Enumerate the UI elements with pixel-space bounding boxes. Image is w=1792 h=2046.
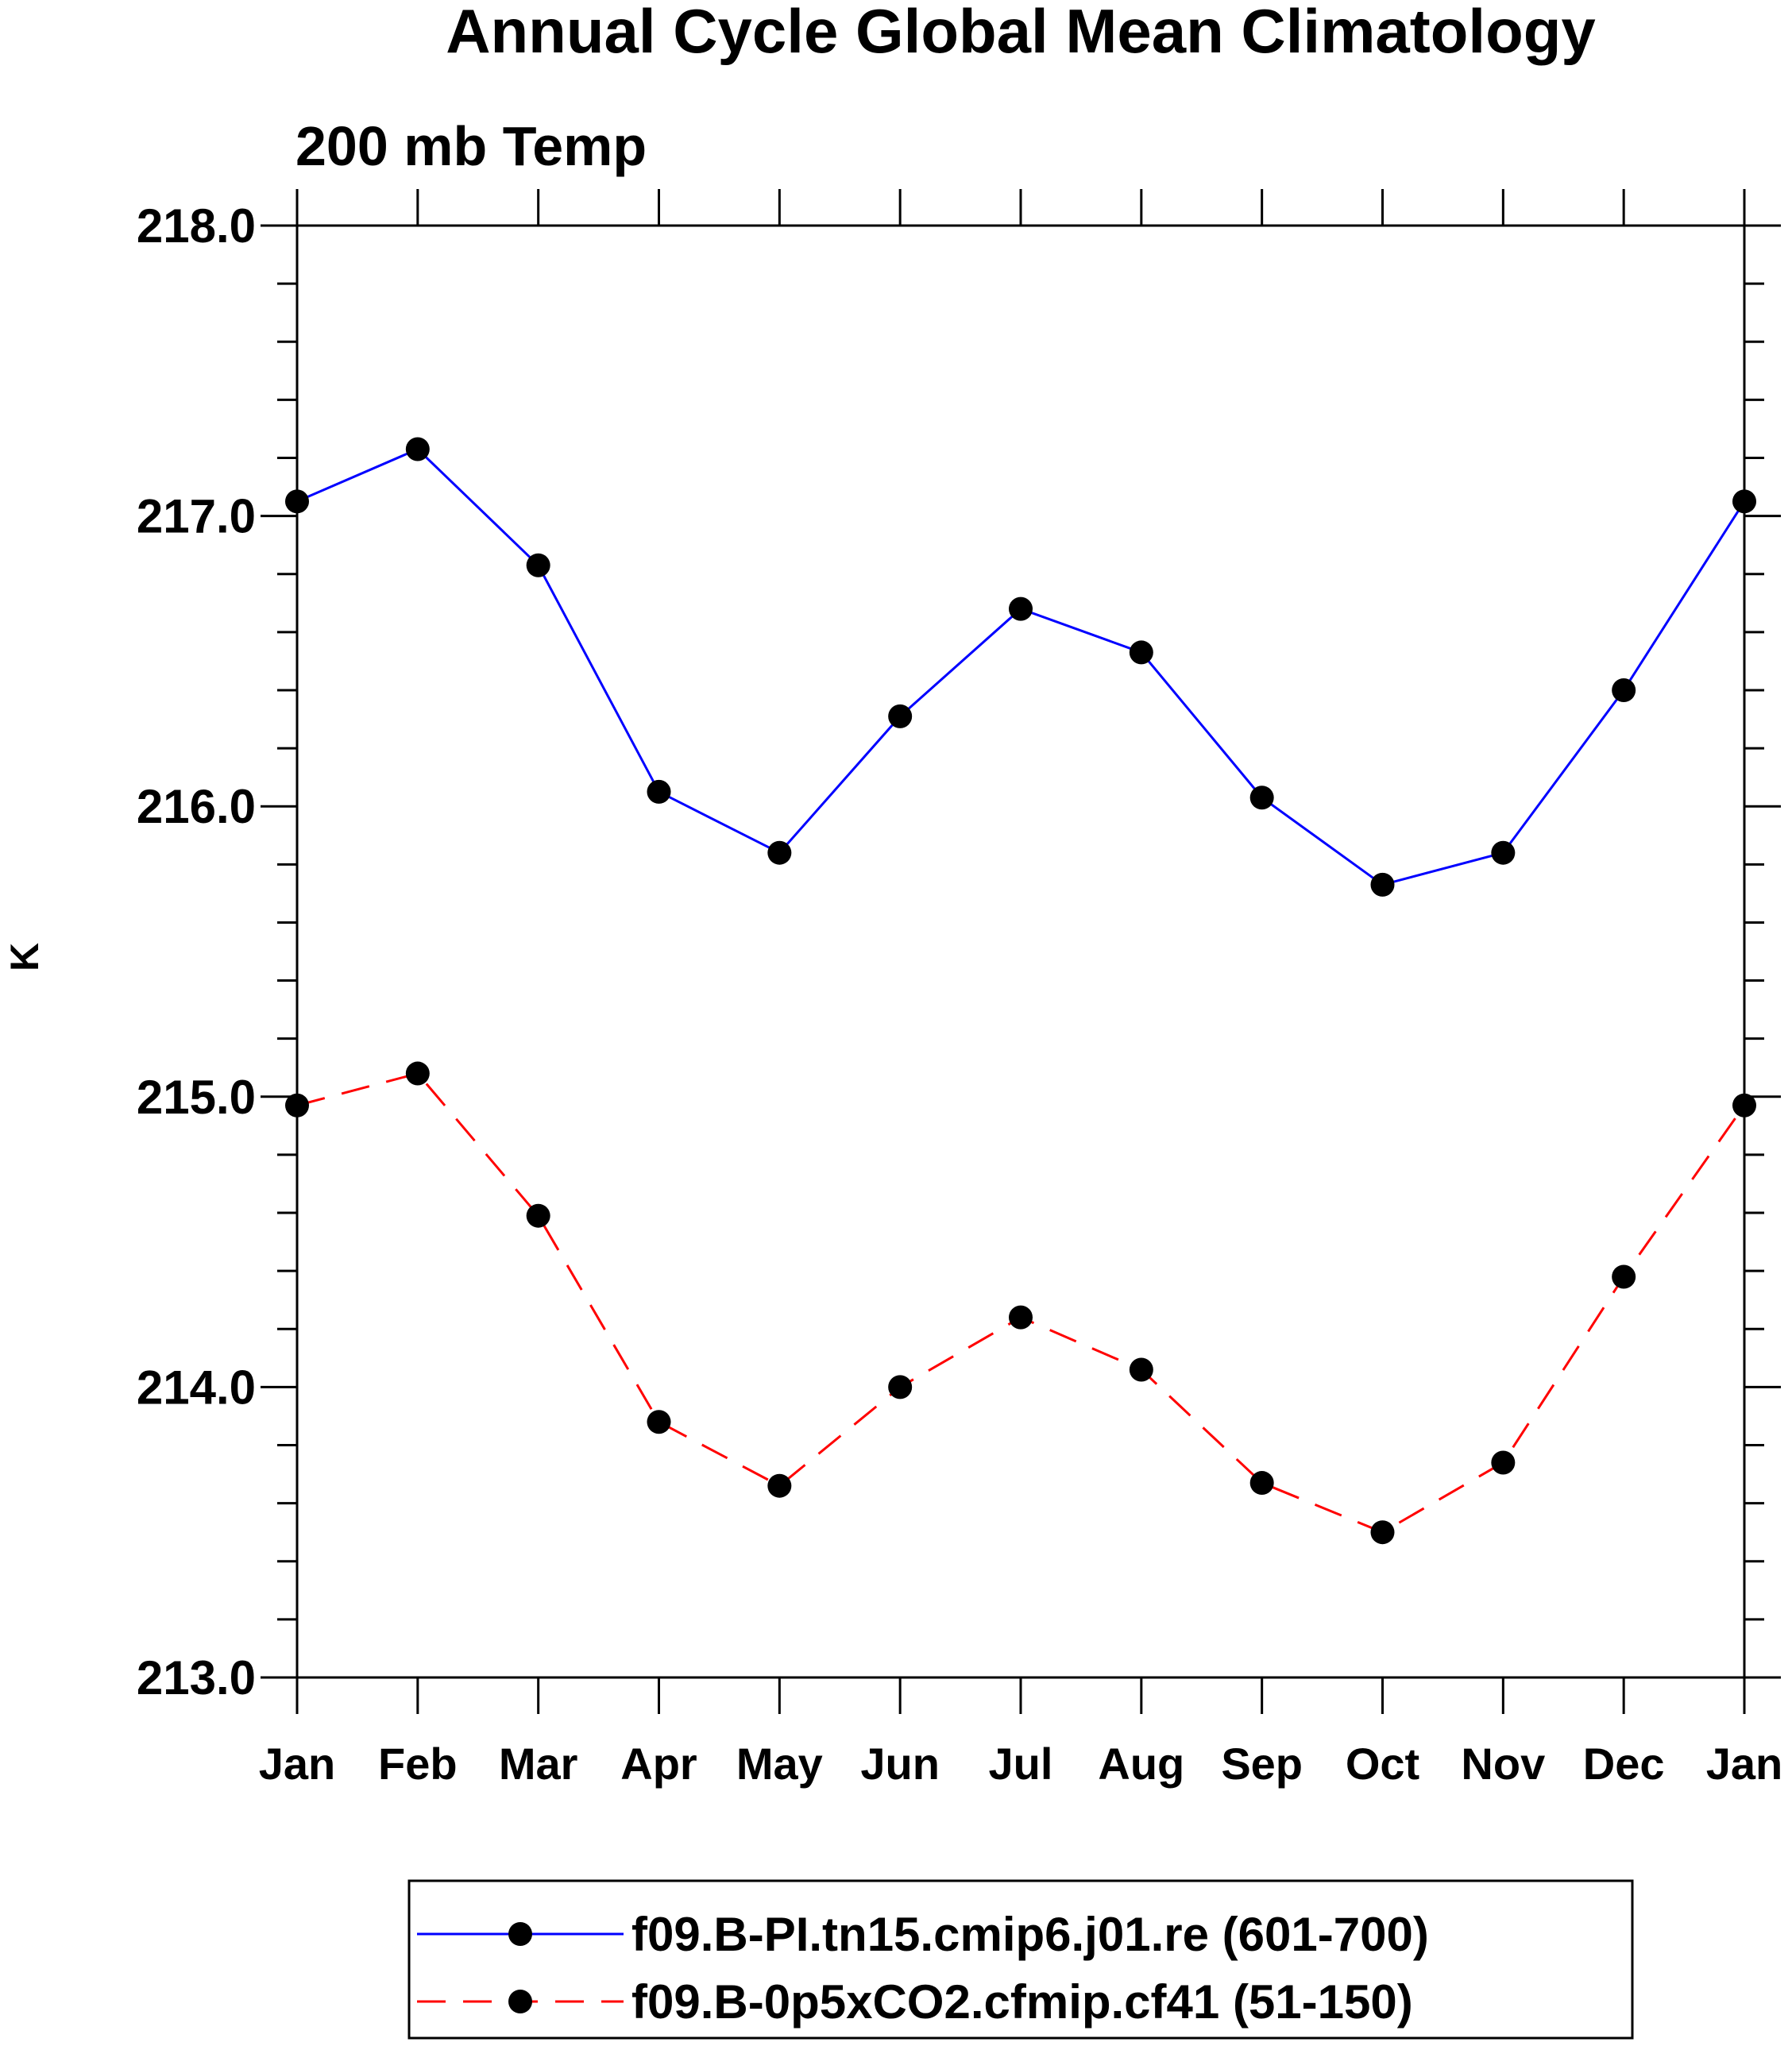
y-tick-labels: 213.0 214.0 215.0 216.0 217.0 218.0 xyxy=(137,199,256,1704)
x-tick-label: Jan xyxy=(259,1739,336,1789)
y-tick-label: 218.0 xyxy=(137,199,256,253)
data-point-series-0 xyxy=(1491,840,1516,865)
chart-title: Annual Cycle Global Mean Climatology xyxy=(446,0,1596,66)
x-tick-label: Mar xyxy=(499,1739,578,1789)
data-point-series-0 xyxy=(1612,677,1636,702)
x-tick-label: Apr xyxy=(620,1739,697,1789)
data-point-series-1 xyxy=(526,1203,550,1228)
data-point-series-1 xyxy=(1129,1357,1153,1382)
data-point-series-1 xyxy=(888,1375,913,1399)
x-tick-label: Jun xyxy=(860,1739,940,1789)
x-tick-label: Feb xyxy=(378,1739,458,1789)
data-point-series-0 xyxy=(526,553,550,577)
data-point-series-0 xyxy=(888,704,913,728)
major-ticks xyxy=(261,189,1781,1714)
data-point-series-1 xyxy=(1732,1093,1756,1118)
series-markers xyxy=(285,437,1756,1545)
x-tick-label: Oct xyxy=(1346,1739,1419,1789)
x-tick-label: Jul xyxy=(989,1739,1053,1789)
data-point-series-0 xyxy=(405,437,430,461)
y-tick-label: 216.0 xyxy=(137,780,256,833)
y-axis-label: K xyxy=(2,943,47,971)
data-point-series-1 xyxy=(285,1093,309,1118)
minor-ticks xyxy=(277,282,1764,1621)
x-tick-label: Nov xyxy=(1461,1739,1545,1789)
series-line-0 xyxy=(296,447,1746,886)
legend-label-series-0: f09.B-PI.tn15.cmip6.j01.re (601-700) xyxy=(631,1908,1429,1961)
data-point-series-0 xyxy=(1249,786,1274,810)
legend-label-series-1: f09.B-0p5xCO2.cfmip.cf41 (51-150) xyxy=(631,1975,1413,2029)
data-point-series-1 xyxy=(1491,1450,1516,1475)
y-tick-label: 214.0 xyxy=(137,1361,256,1414)
x-tick-label: May xyxy=(736,1739,823,1789)
y-tick-label: 217.0 xyxy=(137,490,256,543)
data-point-series-0 xyxy=(1009,596,1033,621)
data-point-series-0 xyxy=(1732,489,1756,514)
data-point-series-1 xyxy=(1612,1264,1636,1289)
chart-subtitle: 200 mb Temp xyxy=(295,115,647,177)
x-tick-label: Dec xyxy=(1583,1739,1665,1789)
data-point-series-1 xyxy=(767,1473,792,1498)
data-point-series-0 xyxy=(647,779,671,804)
data-point-series-1 xyxy=(1370,1520,1395,1545)
data-point-series-0 xyxy=(1370,872,1395,897)
legend: f09.B-PI.tn15.cmip6.j01.re (601-700) f09… xyxy=(407,1879,1634,2040)
x-tick-label: Jan xyxy=(1706,1739,1783,1789)
x-tick-label: Sep xyxy=(1221,1739,1303,1789)
x-tick-labels: Jan Feb Mar Apr May Jun Jul Aug Sep Oct Nov Dec Jan xyxy=(259,1739,1783,1789)
series-line-1 xyxy=(296,1071,1746,1534)
legend-marker-series-0 xyxy=(508,1922,532,1946)
data-point-series-1 xyxy=(1009,1305,1033,1330)
legend-marker-series-1 xyxy=(508,1990,532,2013)
data-point-series-0 xyxy=(285,489,309,514)
data-point-series-1 xyxy=(405,1061,430,1086)
data-point-series-0 xyxy=(1129,640,1153,665)
y-tick-label: 215.0 xyxy=(137,1071,256,1124)
data-point-series-0 xyxy=(767,840,792,865)
plot-frame xyxy=(295,224,1746,1679)
data-point-series-1 xyxy=(647,1410,671,1434)
x-tick-label: Aug xyxy=(1098,1739,1184,1789)
data-point-series-1 xyxy=(1249,1471,1274,1496)
legend-box xyxy=(407,1879,1634,2040)
y-tick-label: 213.0 xyxy=(137,1651,256,1704)
